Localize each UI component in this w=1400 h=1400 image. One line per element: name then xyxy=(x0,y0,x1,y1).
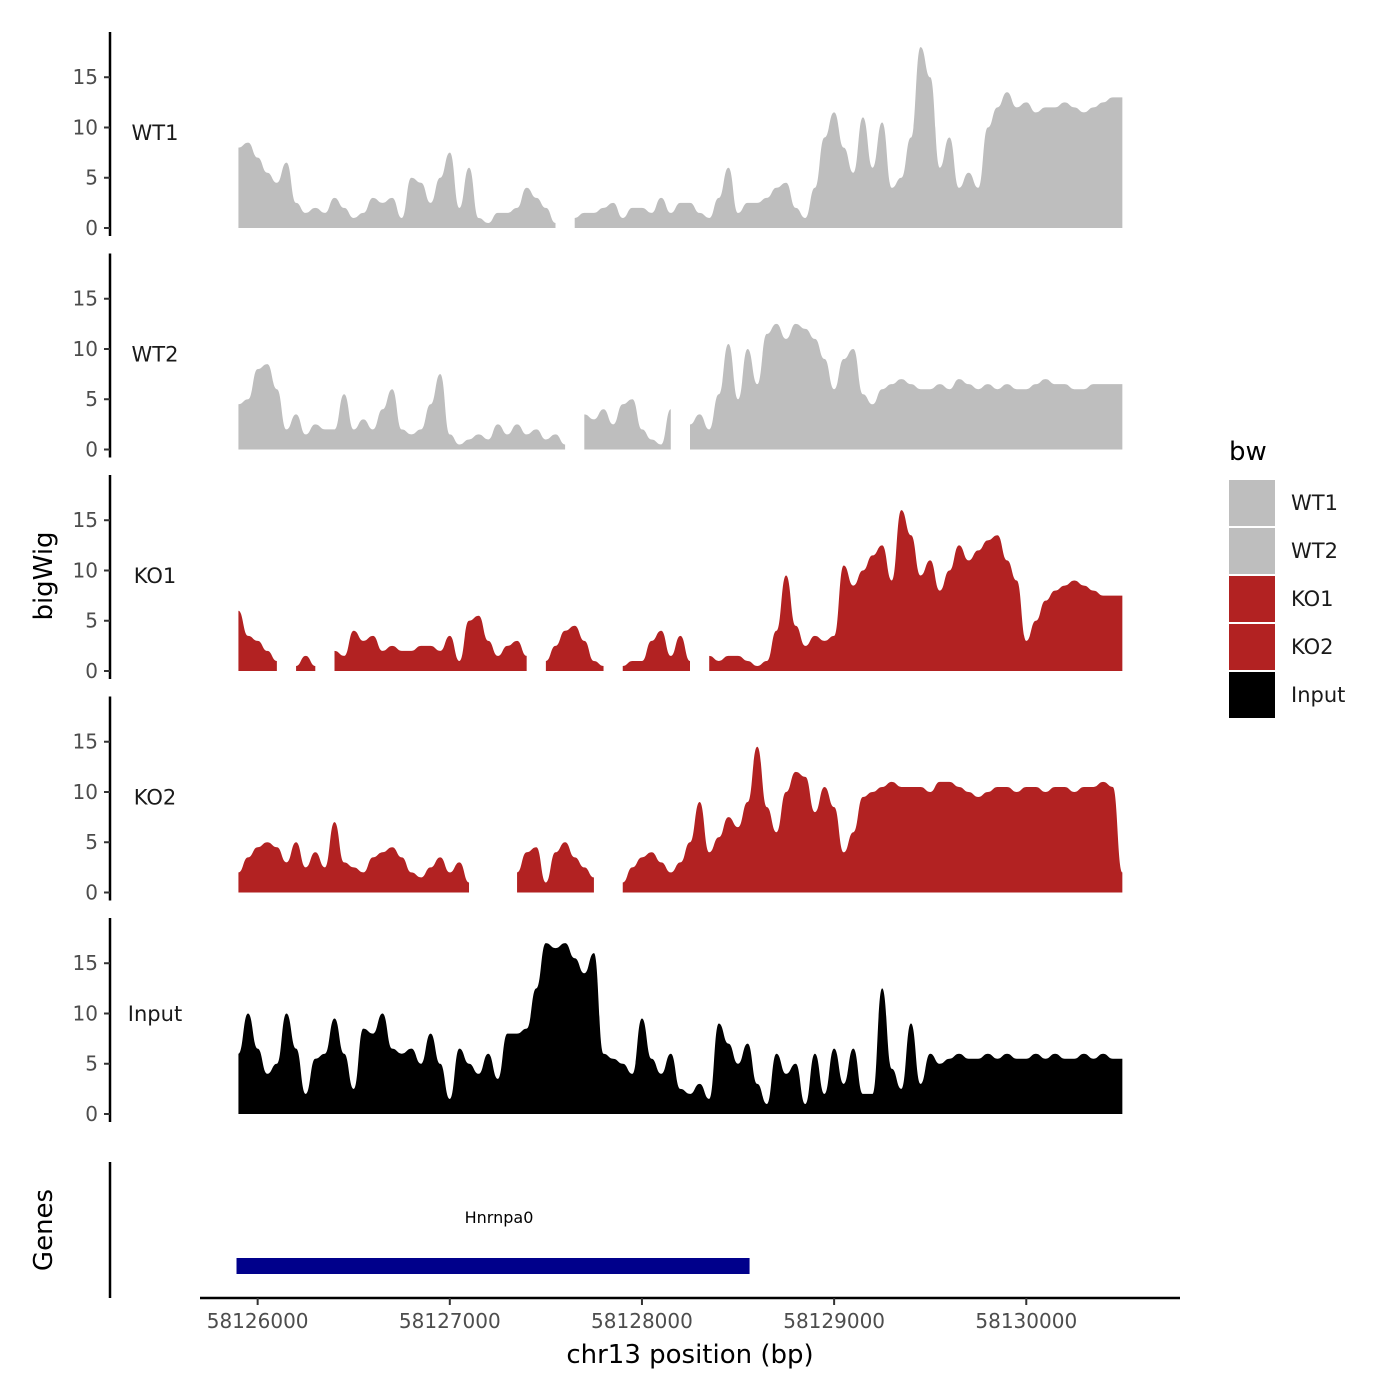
y-tick-label: 15 xyxy=(73,287,98,311)
coverage-area-ko1 xyxy=(545,625,604,671)
x-tick-label: 58126000 xyxy=(207,1309,309,1333)
legend-label: WT1 xyxy=(1291,491,1338,515)
y-tick-label: 5 xyxy=(85,1052,98,1076)
coverage-area-ko2 xyxy=(238,822,470,893)
legend-label: Input xyxy=(1291,683,1345,707)
x-tick-label: 58130000 xyxy=(975,1309,1077,1333)
y-tick-label: 15 xyxy=(73,730,98,754)
x-axis: 58126000 58127000 58128000 58129000 58130000 xyxy=(200,1296,1180,1333)
y-tick-label: 15 xyxy=(73,65,98,89)
track-ko2: 0 5 10 15 KO2 xyxy=(73,696,1123,905)
y-tick-label: 5 xyxy=(85,166,98,190)
genes-panel: Hnrnpa0 xyxy=(108,1162,750,1298)
track-label: KO2 xyxy=(134,786,177,810)
x-tick-label: 58127000 xyxy=(399,1309,501,1333)
x-tick-label: 58129000 xyxy=(783,1309,885,1333)
y-tick-label: 5 xyxy=(85,609,98,633)
legend-label: KO2 xyxy=(1291,635,1334,659)
coverage-area-wt1 xyxy=(238,142,556,228)
legend-label: KO1 xyxy=(1291,587,1334,611)
y-tick-label: 15 xyxy=(73,508,98,532)
coverage-area-ko1 xyxy=(238,610,277,671)
y-tick-label: 5 xyxy=(85,387,98,411)
coverage-area-ko1 xyxy=(296,655,316,671)
y-tick-label: 10 xyxy=(73,558,98,582)
legend: bw WT1 WT2 KO1 KO2 Input xyxy=(1229,437,1345,718)
genes-axis-title: Genes xyxy=(29,1189,59,1271)
track-label: WT2 xyxy=(132,343,179,367)
legend-swatch-input xyxy=(1229,672,1275,718)
coverage-area-wt2 xyxy=(238,364,566,450)
coverage-area-wt2 xyxy=(584,399,671,450)
track-label: KO1 xyxy=(134,564,177,588)
x-axis-title: chr13 position (bp) xyxy=(566,1340,813,1370)
y-tick-label: 10 xyxy=(73,780,98,804)
track-label: Input xyxy=(128,1002,182,1026)
track-wt1: 0 5 10 15 WT1 xyxy=(73,32,1123,240)
y-tick-label: 0 xyxy=(85,1102,98,1126)
y-tick-label: 0 xyxy=(85,659,98,683)
y-tick-label: 0 xyxy=(85,881,98,905)
y-tick-label: 5 xyxy=(85,830,98,854)
x-tick-label: 58128000 xyxy=(591,1309,693,1333)
legend-label: WT2 xyxy=(1291,539,1338,563)
y-axis-title: bigWig xyxy=(29,531,59,620)
coverage-area-ko1 xyxy=(709,510,1123,671)
coverage-area-wt1 xyxy=(574,47,1123,229)
track-input: 0 5 10 15 Input xyxy=(73,918,1123,1126)
y-tick-label: 15 xyxy=(73,951,98,975)
legend-swatch-ko2 xyxy=(1229,624,1275,670)
coverage-area-ko1 xyxy=(334,615,527,671)
coverage-area-input xyxy=(238,943,1123,1114)
coverage-area-ko2 xyxy=(622,746,1123,893)
y-tick-label: 10 xyxy=(73,1001,98,1025)
coverage-tracks: 0 5 10 15 WT1 0 5 10 15 WT2 0 5 10 15 KO1 0 5 10 15 KO2 0 5 10… xyxy=(73,32,1123,1126)
gene-body xyxy=(236,1258,750,1274)
y-tick-label: 10 xyxy=(73,115,98,139)
legend-swatch-ko1 xyxy=(1229,576,1275,622)
y-tick-label: 0 xyxy=(85,216,98,240)
legend-swatch-wt1 xyxy=(1229,480,1275,526)
y-tick-label: 10 xyxy=(73,337,98,361)
coverage-area-wt2 xyxy=(690,323,1123,450)
y-tick-label: 0 xyxy=(85,438,98,462)
gene-label: Hnrnpa0 xyxy=(465,1208,534,1227)
coverage-area-ko1 xyxy=(622,630,690,671)
coverage-area-ko2 xyxy=(517,842,594,893)
track-ko1: 0 5 10 15 KO1 xyxy=(73,475,1123,683)
track-wt2: 0 5 10 15 WT2 xyxy=(73,253,1123,462)
track-label: WT1 xyxy=(132,121,179,145)
legend-title: bw xyxy=(1229,437,1267,467)
legend-swatch-wt2 xyxy=(1229,528,1275,574)
